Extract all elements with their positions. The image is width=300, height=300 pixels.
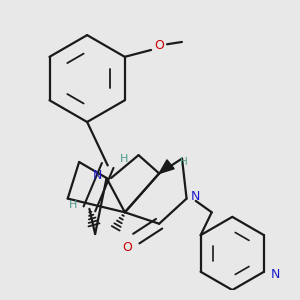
Text: H: H bbox=[119, 154, 128, 164]
Text: O: O bbox=[122, 241, 132, 254]
Text: H: H bbox=[69, 200, 78, 210]
Text: O: O bbox=[154, 39, 164, 52]
Text: H: H bbox=[180, 157, 188, 167]
Text: N: N bbox=[191, 190, 200, 203]
Polygon shape bbox=[159, 160, 174, 173]
Text: N: N bbox=[271, 268, 280, 281]
Text: N: N bbox=[93, 169, 102, 182]
